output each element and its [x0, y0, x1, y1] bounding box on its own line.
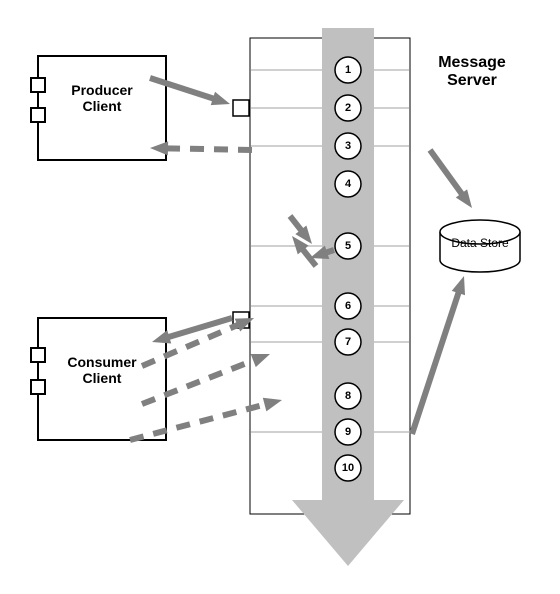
svg-text:6: 6	[345, 300, 351, 312]
svg-text:4: 4	[345, 178, 352, 190]
svg-text:3: 3	[345, 140, 351, 152]
svg-text:1: 1	[345, 64, 351, 76]
svg-text:2: 2	[345, 102, 351, 114]
consumer-label: ConsumerClient	[22, 354, 182, 386]
svg-text:5: 5	[345, 240, 351, 252]
svg-text:8: 8	[345, 390, 351, 402]
producer-port	[233, 100, 249, 116]
datastore-label: Data Store	[400, 237, 560, 251]
producer-label: ProducerClient	[22, 82, 182, 114]
svg-text:9: 9	[345, 426, 351, 438]
server-label: MessageServer	[392, 54, 552, 91]
svg-text:10: 10	[342, 462, 354, 474]
diagram-stage: 1 2 3 4 5 6 7 8 9 10 ProducerClient ConsumerClien…	[0, 0, 560, 594]
svg-text:7: 7	[345, 336, 351, 348]
